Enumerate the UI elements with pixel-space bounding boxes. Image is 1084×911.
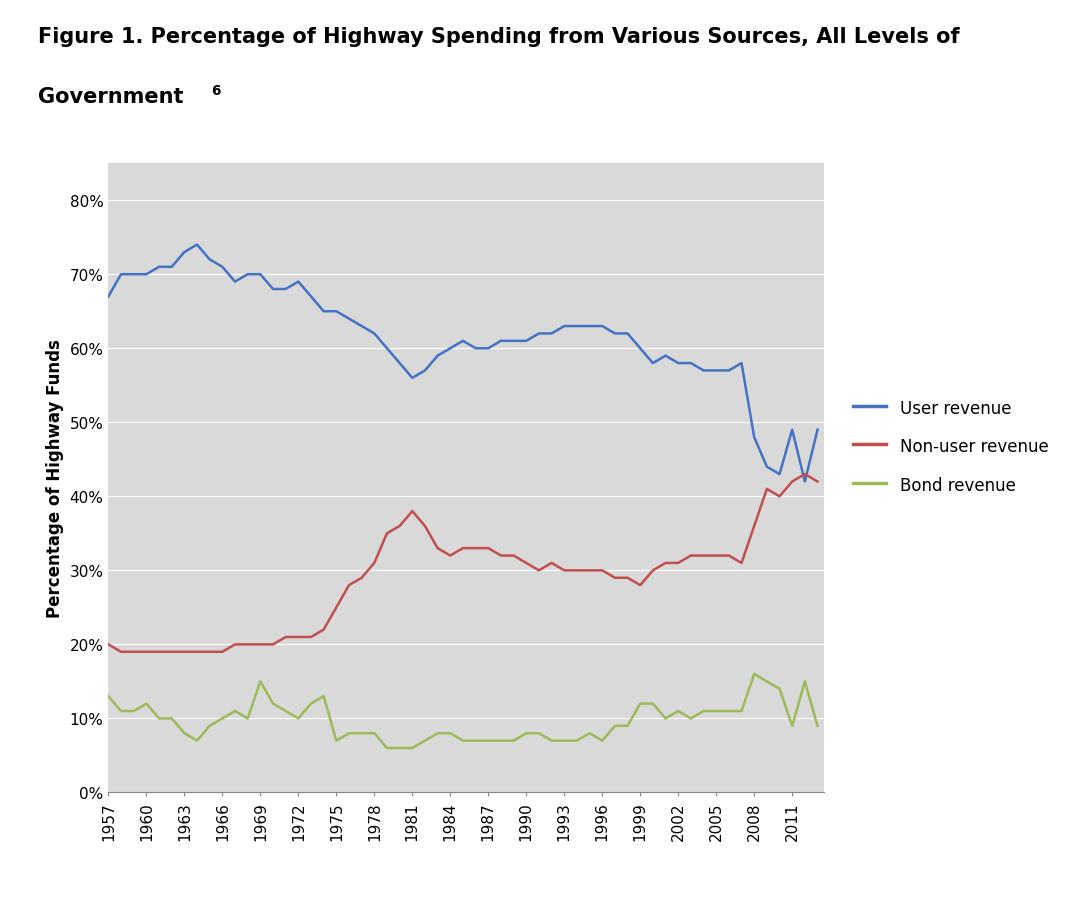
User revenue [127, 270, 140, 281]
Legend: User revenue, Non-user revenue, Bond revenue: User revenue, Non-user revenue, Bond rev… [847, 393, 1055, 501]
Bond revenue [140, 699, 153, 710]
Non-user revenue [608, 573, 621, 584]
User revenue [596, 322, 609, 333]
Non-user revenue [418, 521, 431, 532]
Non-user revenue [596, 565, 609, 576]
Non-user revenue [115, 647, 128, 658]
Line: Non-user revenue: Non-user revenue [108, 475, 817, 652]
Non-user revenue [798, 469, 811, 480]
User revenue [191, 240, 204, 251]
Text: Figure 1. Percentage of Highway Spending from Various Sources, All Levels of: Figure 1. Percentage of Highway Spending… [38, 27, 959, 47]
Non-user revenue [140, 647, 153, 658]
User revenue [305, 292, 318, 302]
Bond revenue [608, 721, 621, 732]
Bond revenue [127, 706, 140, 717]
Bond revenue [418, 735, 431, 746]
Bond revenue [292, 713, 305, 724]
User revenue [798, 476, 811, 487]
Non-user revenue [305, 632, 318, 643]
Line: User revenue: User revenue [108, 245, 817, 482]
Y-axis label: Percentage of Highway Funds: Percentage of Highway Funds [46, 339, 64, 618]
Bond revenue [380, 742, 393, 753]
User revenue [811, 425, 824, 435]
Line: Bond revenue: Bond revenue [108, 674, 817, 748]
User revenue [608, 329, 621, 340]
User revenue [140, 270, 153, 281]
Bond revenue [811, 721, 824, 732]
User revenue [102, 292, 115, 302]
User revenue [418, 365, 431, 376]
Non-user revenue [811, 476, 824, 487]
Non-user revenue [102, 640, 115, 650]
Non-user revenue [153, 647, 166, 658]
Text: 6: 6 [211, 84, 221, 97]
Bond revenue [748, 669, 761, 680]
Bond revenue [102, 691, 115, 701]
Text: Government: Government [38, 87, 183, 107]
Bond revenue [596, 735, 609, 746]
